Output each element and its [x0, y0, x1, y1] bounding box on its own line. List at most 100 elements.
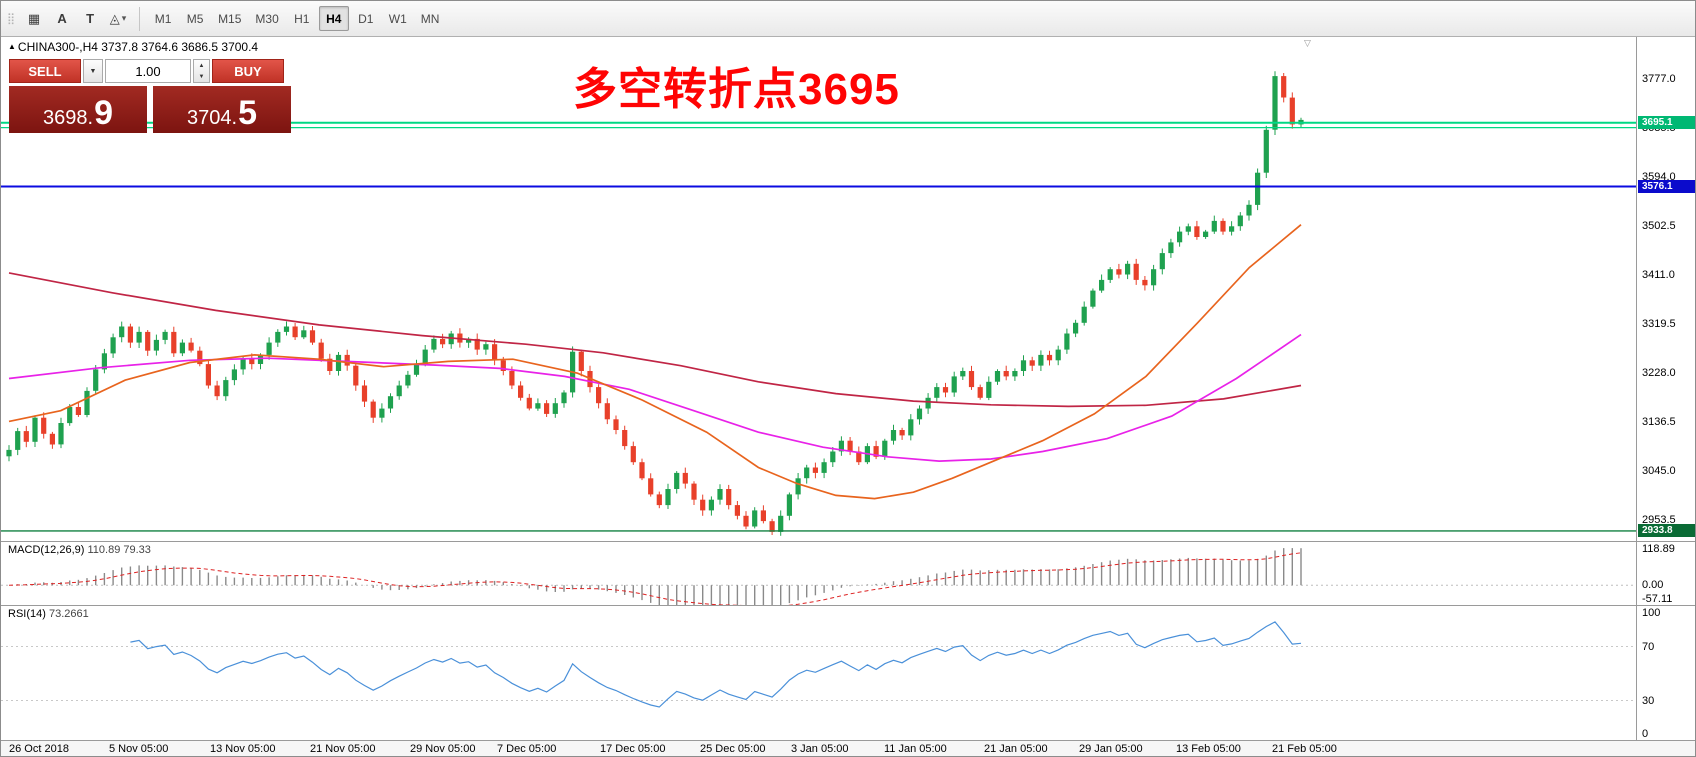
price-tick: 3136.5	[1642, 416, 1676, 428]
sell-price-display[interactable]: 3698. 9	[9, 86, 147, 133]
order-type-dropdown[interactable]: ▼	[83, 59, 103, 83]
shapes-tool-button[interactable]: ◬ ▾	[105, 6, 131, 32]
time-axis-label: 25 Dec 05:00	[700, 743, 766, 755]
chart-title-text: CHINA300-,H4 3737.8 3764.6 3686.5 3700.4	[17, 40, 259, 54]
text-label-tool-button[interactable]: A	[49, 6, 75, 32]
rsi-value: 73.2661	[48, 608, 89, 620]
timeframe-button-d1[interactable]: D1	[358, 11, 374, 26]
time-axis-label: 13 Feb 05:00	[1176, 743, 1241, 755]
price-tick: 3045.0	[1642, 465, 1676, 477]
chevron-down-icon: ▾	[121, 13, 127, 23]
ma-mid-magenta	[8, 333, 1302, 462]
timeframe-button-mn[interactable]: MN	[420, 11, 440, 26]
timeframe-button-m30[interactable]: M30	[255, 11, 279, 26]
price-tick: 3777.0	[1642, 73, 1676, 85]
candlestick-chart-svg	[1, 71, 1636, 536]
price-axis[interactable]: 3777.03685.53594.03502.53411.03319.53228…	[1638, 37, 1695, 541]
text-tool-icon: T	[86, 11, 95, 26]
timeframe-button-h1[interactable]: H1	[294, 11, 310, 26]
drawing-tools-group: ▦ A T ◬ ▾	[20, 6, 132, 32]
ma-fast-orange	[8, 224, 1302, 500]
chart-shift-marker[interactable]: ▽	[1304, 38, 1311, 48]
time-axis-label: 11 Jan 05:00	[884, 743, 947, 755]
chart-grid-tool-button[interactable]: ▦	[21, 6, 47, 32]
macd-values: 110.89 79.33	[87, 544, 151, 556]
macd-tick: -57.11	[1642, 593, 1673, 605]
timeframe-button-h4[interactable]: H4	[318, 6, 349, 31]
volume-input[interactable]	[105, 59, 191, 83]
price-level-badge: 3695.1	[1638, 116, 1695, 129]
macd-indicator-panel: MACD(12,26,9) 110.89 79.33 118.89 0.00 -57…	[1, 541, 1695, 605]
macd-tick: 0.00	[1642, 579, 1664, 591]
toolbar: ⣿ ▦ A T ◬ ▾ M1 M5 M15 M30 H1 H4 D1 W1 MN	[1, 1, 1695, 37]
buy-button[interactable]: BUY	[212, 59, 284, 83]
rsi-tick: 70	[1642, 641, 1655, 653]
price-tick: 3502.5	[1642, 220, 1676, 232]
time-axis-label: 7 Dec 05:00	[497, 743, 557, 755]
chart-grid-tool-icon: ▦	[27, 10, 41, 26]
time-axis-label: 21 Feb 05:00	[1272, 743, 1337, 755]
time-axis-label: 26 Oct 2018	[9, 743, 69, 755]
price-tick: 3228.0	[1642, 367, 1676, 379]
rsi-tick: 100	[1642, 607, 1661, 619]
time-axis-label: 13 Nov 05:00	[210, 743, 276, 755]
time-axis-label: 5 Nov 05:00	[109, 743, 169, 755]
sell-price-pips: 9	[94, 94, 113, 133]
trade-controls-row: SELL ▼ ▲ ▼ BUY	[9, 59, 291, 83]
rsi-chart-svg	[1, 621, 1636, 708]
rsi-plot[interactable]: RSI(14) 73.2661	[1, 606, 1637, 740]
macd-chart-svg	[1, 548, 1636, 605]
shapes-tool-icon: ◬	[109, 10, 120, 26]
rsi-line	[130, 621, 1302, 708]
price-tick: 3411.0	[1642, 269, 1675, 281]
macd-plot[interactable]: MACD(12,26,9) 110.89 79.33	[1, 542, 1637, 605]
one-click-trading-panel: SELL ▼ ▲ ▼ BUY 3698.9 3704.5	[9, 59, 291, 133]
text-label-tool-icon: A	[57, 11, 67, 26]
toolbar-separator	[139, 6, 141, 31]
text-tool-button[interactable]: T	[77, 6, 103, 32]
rsi-label: RSI(14) 73.2661	[8, 608, 89, 620]
price-level-badge: 2933.8	[1638, 524, 1695, 537]
rsi-tick: 30	[1642, 695, 1655, 707]
chart-text-annotation[interactable]: 多空转折点3695	[573, 65, 900, 114]
trade-price-row: 3698. 9 3704. 5	[9, 86, 291, 133]
price-tick: 3319.5	[1642, 318, 1676, 330]
timeframe-button-m5[interactable]: M5	[186, 11, 204, 26]
stepper-down-icon[interactable]: ▼	[198, 73, 205, 80]
time-axis[interactable]: 26 Oct 2018 5 Nov 05:00 13 Nov 05:00 21 Nov…	[1, 740, 1695, 756]
price-tick: 2953.5	[1642, 514, 1676, 526]
price-level-badge: 3576.1	[1638, 180, 1695, 193]
price-chart-plot[interactable]: ▲ CHINA300-,H4 3737.8 3764.6 3686.5 3700.…	[1, 37, 1637, 541]
chevron-down-icon: ▼	[89, 67, 97, 75]
rsi-axis[interactable]: 100 70 30 0	[1638, 606, 1695, 740]
chart-ohlc-title: ▲ CHINA300-,H4 3737.8 3764.6 3686.5 3700.…	[8, 40, 258, 54]
ma-slow-crimson	[8, 272, 1302, 408]
rsi-indicator-panel: RSI(14) 73.2661 100 70 30 0	[1, 605, 1695, 740]
time-axis-label: 17 Dec 05:00	[600, 743, 666, 755]
candles	[6, 71, 1304, 536]
timeframe-button-m1[interactable]: M1	[154, 11, 172, 26]
rsi-tick: 0	[1642, 728, 1649, 740]
macd-axis[interactable]: 118.89 0.00 -57.11	[1638, 542, 1695, 605]
sell-price-main: 3698.	[43, 107, 94, 129]
time-axis-label: 29 Jan 05:00	[1079, 743, 1143, 755]
main-chart-panel: ▲ CHINA300-,H4 3737.8 3764.6 3686.5 3700.…	[1, 37, 1695, 541]
timeframe-button-m15[interactable]: M15	[218, 11, 242, 26]
timeframe-button-w1[interactable]: W1	[388, 11, 407, 26]
buy-price-pips: 5	[238, 94, 257, 133]
buy-price-main: 3704.	[187, 107, 238, 129]
stepper-up-icon[interactable]: ▲	[198, 62, 205, 69]
volume-stepper[interactable]: ▲ ▼	[193, 59, 210, 83]
time-axis-label: 21 Jan 05:00	[984, 743, 1048, 755]
buy-price-display[interactable]: 3704. 5	[153, 86, 291, 133]
up-triangle-icon: ▲	[8, 42, 16, 51]
time-axis-label: 3 Jan 05:00	[791, 743, 849, 755]
macd-label: MACD(12,26,9) 110.89 79.33	[8, 544, 151, 556]
macd-name: MACD(12,26,9)	[8, 544, 85, 556]
timeframe-buttons-group: M1 M5 M15 M30 H1 H4 D1 W1 MN	[147, 6, 446, 31]
toolbar-grip-icon[interactable]: ⣿	[7, 13, 16, 25]
macd-tick: 118.89	[1642, 543, 1675, 555]
sell-button[interactable]: SELL	[9, 59, 81, 83]
time-axis-label: 29 Nov 05:00	[410, 743, 476, 755]
